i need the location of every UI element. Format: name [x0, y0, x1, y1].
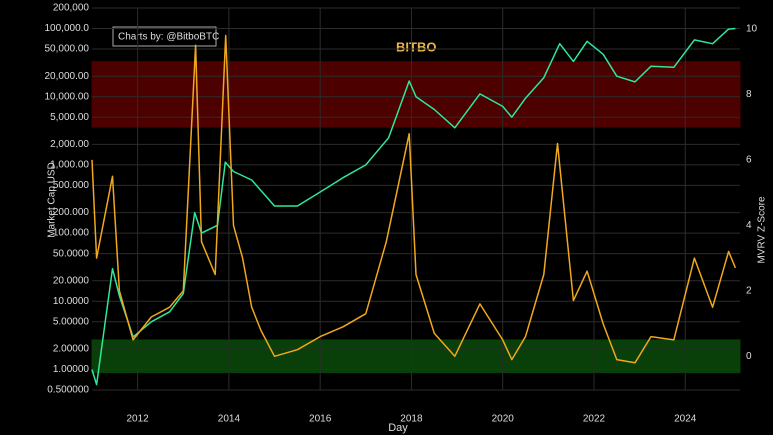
y-tick-label: 200,000 — [53, 3, 90, 14]
logo: BITBO — [396, 39, 436, 54]
x-tick-label: 2024 — [674, 414, 697, 425]
y-tick-label: 100,000.0 — [45, 23, 90, 34]
x-tick-label: 2022 — [583, 414, 606, 425]
y-tick-label: 200.000 — [53, 207, 90, 218]
x-tick-label: 2014 — [218, 414, 241, 425]
y2-tick-label: 2 — [746, 285, 752, 296]
y2-tick-label: 4 — [746, 220, 752, 231]
y-tick-label: 50.0000 — [53, 248, 90, 259]
y-tick-label: 50,000.00 — [45, 44, 90, 55]
x-axis-label: Day — [388, 422, 408, 434]
y-tick-label: 5,000.00 — [50, 112, 89, 123]
y-tick-label: 5.00000 — [53, 316, 90, 327]
x-tick-label: 2016 — [309, 414, 332, 425]
y-tick-label: 10.0000 — [53, 296, 90, 307]
y2-tick-label: 8 — [746, 89, 752, 100]
y-tick-label: 2,000.00 — [50, 139, 89, 150]
x-tick-label: 2018 — [400, 414, 423, 425]
series-line — [91, 34, 737, 364]
y-tick-label: 1.00000 — [53, 364, 90, 375]
y-tick-label: 10,000.00 — [45, 91, 90, 102]
y-tick-label: 100.000 — [53, 228, 90, 239]
y2-axis-label: MVRV Z-Score — [757, 196, 768, 263]
x-tick-label: 2020 — [492, 414, 515, 425]
series-line — [91, 27, 736, 386]
y-tick-label: 1,000.00 — [50, 160, 89, 171]
y-tick-label: 20,000.00 — [45, 71, 90, 82]
annotation: Charts by: @BitboBTC — [118, 32, 219, 43]
y2-tick-label: 10 — [746, 24, 758, 35]
annotation-box — [112, 26, 217, 47]
x-tick-label: 2012 — [127, 414, 150, 425]
y-tick-label: 500.000 — [53, 180, 90, 191]
zone-band — [91, 61, 741, 128]
y-tick-label: 2.00000 — [53, 344, 90, 355]
y2-tick-label: 0 — [746, 351, 752, 362]
y-tick-label: 0.500000 — [47, 385, 89, 396]
y2-tick-label: 6 — [746, 155, 752, 166]
zone-band — [91, 339, 741, 374]
y-tick-label: 20.0000 — [53, 275, 90, 286]
y-axis-label: Market Cap USD — [47, 162, 58, 238]
